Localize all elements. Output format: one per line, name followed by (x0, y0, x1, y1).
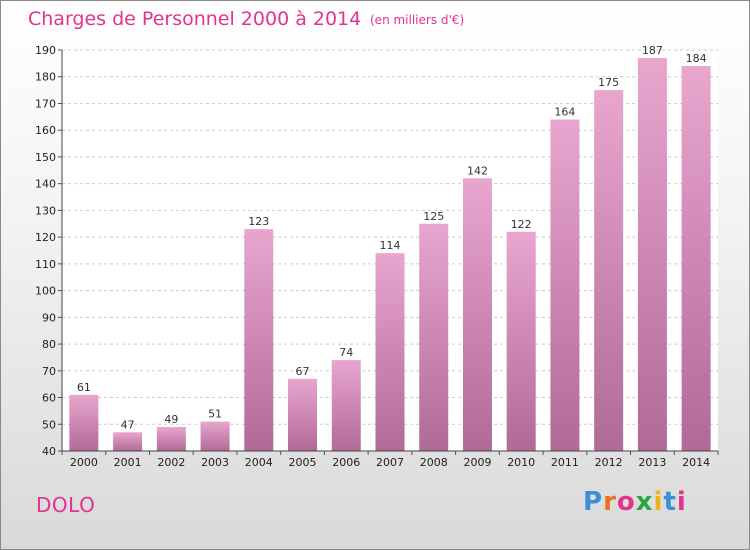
y-tick-label: 120 (35, 231, 56, 244)
x-axis-ticks: 2000 2001 2002 2003 2004 2005 2006 2007 2008 2009… (61, 451, 719, 469)
y-tick-label: 40 (42, 445, 56, 458)
value-label-2005: 67 (296, 365, 310, 378)
y-tick-label: 100 (35, 285, 56, 298)
value-label-2009: 142 (467, 164, 488, 177)
x-tick-label-2011: 2011 (551, 456, 579, 469)
y-tick-label: 140 (35, 178, 56, 191)
value-label-2003: 51 (208, 408, 222, 421)
bar-2012 (594, 90, 624, 451)
brand-logo: Proxiti (583, 487, 687, 517)
value-labels: 61 47 49 51 123 67 74 114 125 142 122 164 175 187 184 (77, 44, 707, 431)
y-tick-label: 170 (35, 97, 56, 110)
brand-letter: r (603, 487, 617, 517)
value-label-2000: 61 (77, 381, 91, 394)
brand-letter: o (616, 487, 636, 517)
bar-2010 (506, 231, 536, 451)
value-label-2001: 47 (121, 418, 135, 431)
bar-2000 (69, 394, 99, 451)
y-tick-label: 90 (42, 311, 56, 324)
brand-letter: i (653, 487, 664, 517)
x-tick-label-2000: 2000 (70, 456, 98, 469)
bar-2014 (681, 66, 711, 451)
x-tick-label-2002: 2002 (157, 456, 185, 469)
commune-name: DOLO (36, 493, 96, 517)
bar-2006 (331, 360, 361, 451)
x-tick-label-2013: 2013 (638, 456, 666, 469)
brand-letter: i (676, 487, 687, 517)
value-label-2006: 74 (339, 346, 353, 359)
value-label-2008: 125 (423, 210, 444, 223)
bars (69, 58, 711, 452)
bar-2009 (462, 178, 492, 451)
x-tick-label-2006: 2006 (332, 456, 360, 469)
value-label-2013: 187 (642, 44, 663, 57)
value-label-2014: 184 (686, 52, 707, 65)
x-tick-label-2012: 2012 (595, 456, 623, 469)
bar-2008 (419, 223, 449, 451)
x-tick-label-2007: 2007 (376, 456, 404, 469)
chart-title: Charges de Personnel 2000 à 2014 (28, 8, 361, 30)
x-tick-label-2010: 2010 (507, 456, 535, 469)
value-label-2010: 122 (511, 218, 532, 231)
value-label-2002: 49 (164, 413, 178, 426)
y-tick-label: 160 (35, 124, 56, 137)
bar-2002 (156, 426, 186, 451)
y-tick-label: 150 (35, 151, 56, 164)
bar-2011 (550, 119, 580, 452)
y-tick-label: 60 (42, 392, 56, 405)
y-tick-label: 130 (35, 204, 56, 217)
bar-2004 (244, 229, 274, 451)
bar-2003 (200, 421, 230, 451)
x-tick-label-2009: 2009 (463, 456, 491, 469)
brand-letter: t (663, 487, 677, 517)
x-tick-label-2008: 2008 (420, 456, 448, 469)
bar-2001 (113, 432, 143, 451)
x-tick-label-2004: 2004 (245, 456, 273, 469)
brand-letter: x (635, 487, 654, 517)
y-tick-label: 50 (42, 418, 56, 431)
y-tick-label: 80 (42, 338, 56, 351)
y-tick-label: 180 (35, 71, 56, 84)
x-tick-label-2003: 2003 (201, 456, 229, 469)
x-tick-label-2014: 2014 (682, 456, 710, 469)
bar-2007 (375, 253, 405, 451)
y-tick-label: 190 (35, 44, 56, 57)
value-label-2011: 164 (554, 106, 575, 119)
chart-unit: (en milliers d'€) (370, 13, 464, 27)
x-tick-label-2005: 2005 (289, 456, 317, 469)
value-label-2012: 175 (598, 76, 619, 89)
bar-2005 (288, 378, 318, 451)
bar-2013 (637, 58, 667, 452)
value-label-2007: 114 (380, 239, 401, 252)
value-label-2004: 123 (248, 215, 269, 228)
y-tick-label: 70 (42, 365, 56, 378)
brand-letter: P (583, 487, 604, 517)
y-axis-ticks: 40 50 60 70 80 90 100 110 120 130 140 150 160 170 180 1… (35, 44, 62, 458)
x-tick-label-2001: 2001 (114, 456, 142, 469)
y-tick-label: 110 (35, 258, 56, 271)
